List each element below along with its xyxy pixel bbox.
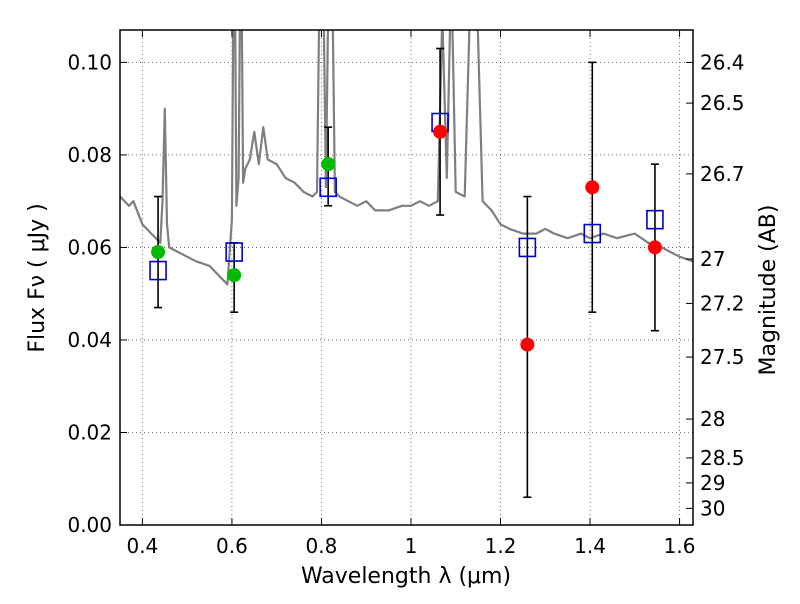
y-tick-label: 0.02 (67, 420, 112, 444)
magnitude-tick-label: 26.7 (700, 162, 745, 186)
template-spectrum-line (120, 30, 693, 286)
y-tick-label: 0.10 (67, 50, 112, 74)
magnitude-tick-label: 30 (700, 496, 725, 520)
x-tick-label: 0.6 (216, 534, 248, 558)
magnitude-tick-label: 26.5 (700, 91, 745, 115)
x-axis-label: Wavelength λ (μm) (301, 564, 511, 589)
green-data-point (151, 245, 166, 260)
y-tick-label: 0.00 (67, 513, 112, 537)
magnitude-tick-label: 27 (700, 247, 725, 271)
x-tick-label: 0.8 (306, 534, 338, 558)
y2-axis-label: Magnitude (AB) (756, 205, 781, 376)
magnitude-tick-label: 27.5 (700, 345, 745, 369)
x-tick-label: 1.4 (574, 534, 606, 558)
y-tick-label: 0.08 (67, 143, 112, 167)
y-tick-label: 0.04 (67, 328, 112, 352)
grid (120, 30, 693, 526)
y-axis-label: Flux Fν ( μJy ) (25, 203, 50, 352)
green-data-point (227, 268, 242, 283)
model-flux-square (149, 260, 167, 281)
x-tick-label: 1 (405, 534, 418, 558)
magnitude-tick-label: 26.4 (700, 50, 745, 74)
model-flux-square (646, 209, 664, 230)
x-tick-label: 1.6 (664, 534, 696, 558)
magnitude-tick-label: 29 (700, 471, 725, 495)
plot-frame (119, 29, 694, 526)
magnitude-tick-label: 27.2 (700, 291, 745, 315)
model-flux-square (225, 242, 243, 262)
model-flux-square (518, 237, 537, 258)
magnitude-tick-label: 28.5 (700, 446, 745, 470)
plot-area (120, 30, 693, 499)
red-data-point (433, 124, 448, 139)
axes: 0.4 0.6 0.8 1 1.2 1.4 1.6 0.00 0.02 0.04 0.06 0.08 0… (67, 30, 745, 558)
red-data-point (585, 180, 600, 195)
x-tick-label: 1.2 (485, 534, 517, 558)
x-tick-label: 0.4 (126, 534, 158, 558)
y-tick-label: 0.06 (67, 235, 112, 259)
red-data-point (647, 240, 662, 255)
red-data-point (520, 337, 535, 352)
magnitude-tick-label: 28 (700, 407, 725, 431)
model-flux-square (319, 177, 337, 198)
green-data-point (321, 157, 336, 172)
model-flux-square (583, 223, 602, 244)
